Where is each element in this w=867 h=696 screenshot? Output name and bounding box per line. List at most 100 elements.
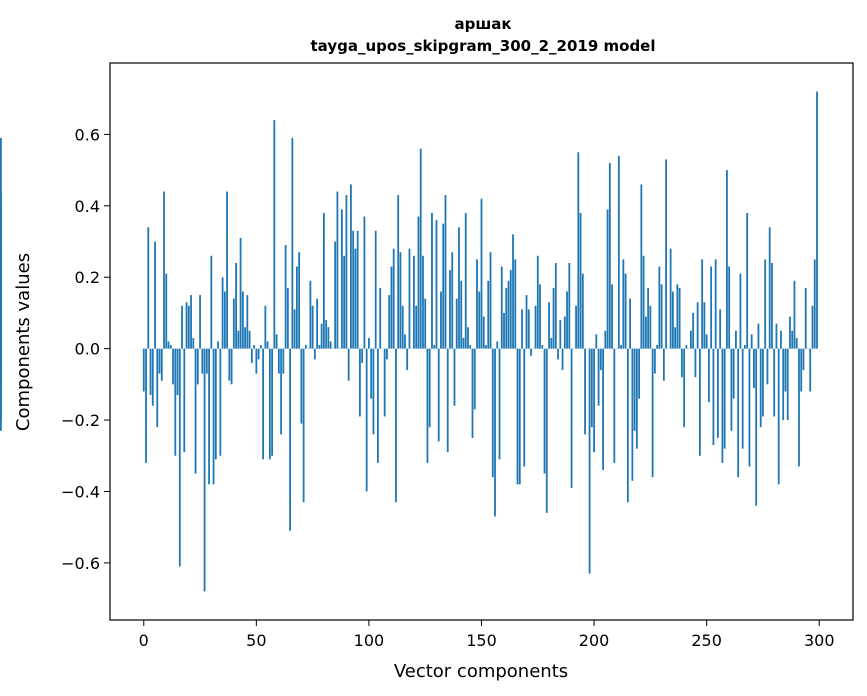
bar-144: [467, 327, 469, 349]
bar-150: [480, 198, 483, 349]
bar-265: [739, 273, 742, 349]
bar-25: [199, 295, 201, 349]
bar-260: [728, 266, 731, 349]
bar-17: [181, 305, 183, 349]
bar-11: [167, 341, 170, 349]
bar-138: [453, 348, 456, 406]
bar-49: [253, 345, 255, 349]
bar-174: [534, 305, 537, 349]
bar-48: [250, 348, 253, 363]
bar-56: [268, 348, 271, 460]
bar-208: [611, 284, 613, 349]
bar-74: [309, 280, 312, 349]
bar-209: [613, 348, 616, 463]
bar-117: [406, 348, 409, 371]
x-axis-label: Vector components: [394, 661, 568, 682]
bar-19: [185, 302, 188, 349]
bar-296: [809, 348, 812, 392]
bar-123: [419, 148, 422, 349]
bar-50: [255, 348, 258, 374]
bar-105: [379, 287, 382, 349]
bar-162: [507, 280, 510, 349]
bar-279: [771, 262, 773, 349]
bar-18: [183, 348, 186, 453]
bar-35: [221, 277, 224, 349]
bar-230: [660, 284, 663, 349]
bar-253: [712, 348, 715, 446]
bar-200: [593, 348, 595, 453]
bar-286: [786, 348, 789, 421]
bar-68: [295, 266, 298, 349]
bar-128: [431, 212, 433, 349]
bar-226: [651, 348, 654, 478]
bar-9: [163, 191, 165, 349]
bar-257: [721, 348, 724, 463]
bar-245: [694, 348, 697, 378]
bar-97: [361, 348, 364, 363]
bar-285: [784, 348, 787, 392]
bar-132: [440, 291, 442, 349]
bar-270: [750, 334, 753, 349]
bar-166: [516, 348, 519, 485]
bar-157: [496, 341, 499, 349]
bar-40: [232, 298, 235, 349]
bar-111: [392, 248, 395, 349]
bar-44: [241, 291, 244, 349]
bar-64: [286, 287, 289, 349]
bar-100: [368, 337, 370, 349]
bar-21: [190, 295, 192, 349]
bar-77: [316, 298, 319, 349]
bar-177: [541, 345, 544, 349]
bar-235: [671, 291, 674, 349]
bar-102: [372, 348, 375, 435]
bar-171: [527, 309, 530, 349]
bar-93: [352, 230, 355, 349]
bar-258: [723, 348, 726, 449]
bar-297: [811, 305, 814, 349]
bar-114: [399, 252, 402, 349]
bar-234: [669, 248, 672, 349]
bar-183: [554, 262, 557, 349]
bar-289: [793, 280, 796, 349]
bar-266: [741, 348, 744, 449]
bar-107: [383, 348, 386, 417]
bar-207: [608, 162, 611, 349]
bar-29: [208, 348, 210, 485]
bar-126: [426, 348, 429, 463]
bar-67: [293, 309, 296, 349]
bar-188: [566, 291, 568, 349]
bar-224: [647, 287, 650, 349]
bar-202: [597, 348, 600, 406]
bar-109: [388, 295, 391, 349]
bar-192: [575, 305, 577, 349]
bar-164: [512, 234, 514, 349]
bar-232: [665, 159, 668, 349]
bar-149: [478, 291, 481, 349]
bar-259: [726, 170, 728, 349]
bar-196: [584, 348, 586, 435]
bar-146: [471, 348, 474, 438]
bar-228: [656, 345, 659, 349]
bar-227: [653, 348, 656, 374]
bar-160: [503, 312, 505, 349]
y-tick-label: −0.6: [61, 554, 100, 573]
bar-186: [561, 348, 564, 371]
bar-16: [178, 348, 181, 567]
bar-213: [622, 259, 625, 349]
bar-6: [156, 348, 159, 428]
bar-66: [291, 137, 294, 349]
bar-163: [509, 270, 512, 349]
bar-231: [662, 348, 665, 381]
bar-182: [552, 287, 555, 349]
bar-104: [377, 348, 379, 463]
bar-176: [539, 284, 541, 349]
bar-65: [289, 348, 292, 531]
bar-8: [160, 348, 163, 381]
bar-178: [543, 348, 546, 474]
bar-269: [748, 348, 751, 467]
bar-243: [689, 330, 692, 349]
bar-229: [658, 266, 661, 349]
bar-98: [363, 216, 366, 349]
bar-292: [800, 348, 803, 392]
